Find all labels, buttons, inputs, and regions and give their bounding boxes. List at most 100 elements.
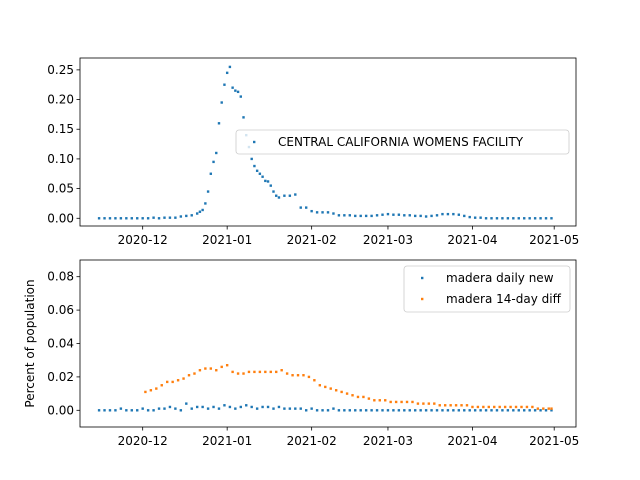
data-point: [160, 384, 163, 387]
x-tick-label: 2021-02: [287, 233, 337, 247]
data-point: [471, 405, 474, 409]
data-point: [400, 400, 403, 404]
chart-2: 0.00 0.02 0.04 0.06 0.08 2020-12 2021-01 2021-0…: [23, 259, 579, 448]
data-point: [157, 217, 161, 220]
data-point: [460, 404, 463, 407]
data-point: [533, 217, 537, 220]
data-point: [479, 216, 482, 219]
data-point: [209, 172, 213, 175]
data-point: [463, 409, 466, 412]
data-point: [509, 405, 512, 409]
y-tick-label: 0.10: [47, 152, 74, 166]
data-point: [234, 407, 237, 410]
data-point: [427, 402, 431, 405]
data-point: [424, 409, 428, 412]
series-1: [97, 402, 553, 412]
series-2: [144, 364, 553, 410]
data-point: [484, 217, 488, 220]
data-point: [441, 212, 444, 216]
data-point: [283, 194, 286, 197]
data-point: [419, 409, 422, 412]
data-point: [430, 214, 433, 218]
y-tick-label: 0.06: [47, 303, 74, 317]
data-point: [394, 400, 398, 404]
data-point: [294, 193, 297, 196]
data-point: [266, 180, 270, 183]
data-point: [258, 172, 262, 175]
data-point: [136, 217, 139, 220]
data-point: [97, 217, 101, 220]
data-point: [321, 211, 324, 214]
y-tick-label: 0.25: [47, 63, 74, 77]
data-point: [149, 389, 153, 392]
data-point: [176, 379, 180, 382]
data-point: [408, 409, 411, 412]
data-point: [528, 217, 531, 220]
data-point: [250, 157, 253, 161]
data-point: [304, 409, 308, 412]
data-point: [114, 409, 117, 412]
data-point: [228, 65, 232, 69]
data-point: [337, 409, 341, 412]
data-point: [163, 407, 166, 410]
legend-1: CENTRAL CALIFORNIA WOMENS FACILITY: [235, 129, 570, 155]
data-point: [146, 217, 150, 220]
data-point: [168, 405, 172, 409]
data-point: [179, 215, 183, 218]
data-point: [446, 409, 450, 412]
data-point: [223, 404, 226, 407]
data-point: [261, 175, 264, 178]
data-point: [476, 405, 480, 409]
data-point: [362, 395, 365, 399]
data-point: [125, 409, 128, 412]
legend-label: madera daily new: [446, 271, 554, 285]
data-point: [171, 380, 174, 384]
y-tick-label: 0.02: [47, 370, 74, 384]
data-point: [299, 206, 302, 209]
data-point: [288, 407, 292, 410]
data-point: [146, 409, 150, 412]
data-point: [288, 194, 292, 197]
data-point: [414, 409, 417, 412]
data-point: [198, 369, 202, 372]
data-point: [495, 217, 499, 220]
data-point: [539, 217, 542, 220]
data-point: [204, 202, 207, 205]
data-point: [264, 179, 267, 183]
series-1: [97, 65, 553, 220]
data-point: [512, 409, 515, 412]
data-point: [422, 402, 425, 405]
data-point: [386, 409, 390, 412]
data-point: [315, 211, 319, 214]
data-point: [501, 217, 504, 220]
data-point: [269, 370, 272, 374]
legend-2: madera daily new madera 14-day diff: [403, 265, 571, 313]
data-point: [443, 404, 447, 407]
data-point: [201, 208, 204, 212]
data-point: [403, 409, 406, 412]
data-point: [245, 404, 248, 407]
data-point: [337, 214, 341, 217]
data-point: [463, 214, 466, 218]
data-point: [375, 409, 379, 412]
data-point: [354, 409, 357, 412]
data-point: [536, 407, 540, 410]
data-point: [430, 409, 433, 412]
data-point: [389, 400, 392, 404]
data-point: [329, 387, 332, 390]
data-point: [487, 405, 490, 409]
data-point: [190, 407, 193, 410]
data-point: [234, 89, 237, 92]
data-point: [351, 394, 354, 397]
legend-frame: [235, 129, 570, 155]
data-point: [220, 365, 223, 369]
data-point: [236, 372, 240, 375]
data-point: [384, 399, 387, 402]
data-point: [253, 370, 256, 374]
data-point: [285, 372, 289, 375]
data-point: [367, 397, 371, 400]
x-tick-label: 2021-05: [529, 434, 579, 448]
data-point: [215, 369, 218, 372]
data-point: [231, 370, 234, 374]
